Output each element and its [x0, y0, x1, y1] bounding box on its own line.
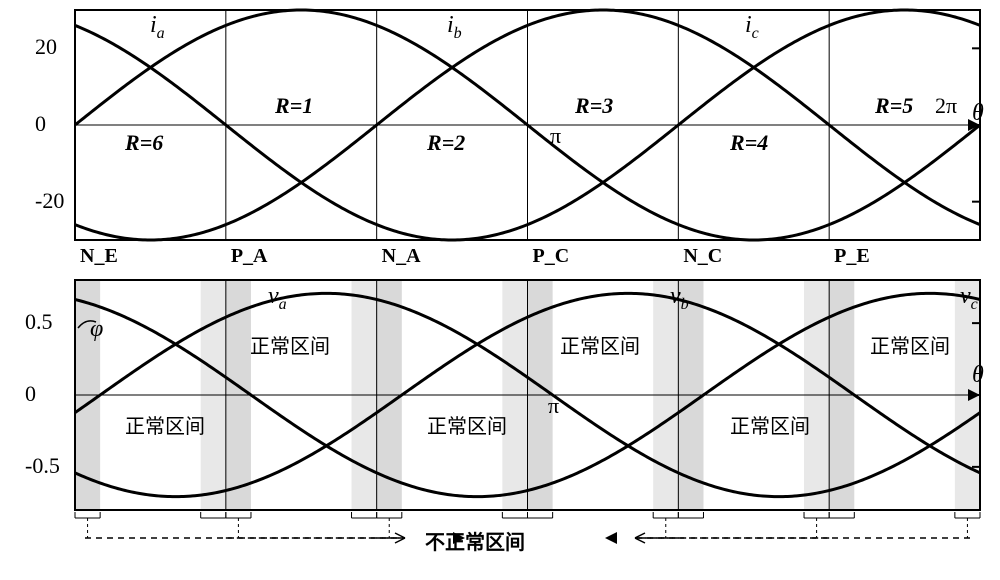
top-region-label: R=1 — [275, 93, 313, 119]
interval-label-P_A: P_A — [231, 245, 268, 268]
top-region-label: R=6 — [125, 130, 163, 156]
band-bracket — [226, 512, 251, 518]
band-bracket — [678, 512, 703, 518]
normal-label: 正常区间 — [427, 410, 507, 439]
interval-label-P_E: P_E — [834, 245, 870, 268]
bottom-wave-label: vb — [670, 283, 689, 314]
normal-label: 正常区间 — [125, 410, 205, 439]
figure-svg — [0, 0, 1000, 580]
normal-label: 正常区间 — [730, 410, 810, 439]
phi-label: φ — [90, 316, 103, 343]
top-region-label: R=2 — [427, 130, 465, 156]
band-bracket — [829, 512, 854, 518]
interval-label-N_A: N_A — [382, 245, 421, 268]
band-bracket — [377, 512, 402, 518]
normal-label: 正常区间 — [560, 330, 640, 359]
interval-label-N_E: N_E — [80, 245, 118, 268]
top-2pi: 2π — [935, 93, 957, 119]
top-wave-label: ib — [447, 12, 462, 43]
top-ytick: -20 — [35, 188, 64, 214]
interval-label-P_C: P_C — [533, 245, 570, 268]
normal-label: 正常区间 — [870, 330, 950, 359]
bottom-ytick: 0 — [25, 381, 36, 407]
top-ytick: 0 — [35, 111, 46, 137]
bottom-wave-label: vc — [960, 283, 978, 314]
abnormal-label: 不正常区间 — [425, 526, 525, 555]
bottom-ytick: -0.5 — [25, 453, 60, 479]
bottom-wave-label: va — [268, 283, 287, 314]
figure-container: -20 0 20 ia ib ic R=6 R=1 R=2 R=3 R=4 R=5 π 2π θ N_E P_A… — [0, 0, 1000, 580]
top-region-label: R=3 — [575, 93, 613, 119]
band-bracket — [75, 512, 100, 518]
top-theta: θ — [972, 100, 984, 127]
interval-label-N_C: N_C — [683, 245, 722, 268]
normal-label: 正常区间 — [250, 330, 330, 359]
top-region-label: R=4 — [730, 130, 768, 156]
bottom-pi: π — [548, 393, 559, 419]
band-bracket — [528, 512, 553, 518]
bottom-ytick: 0.5 — [25, 309, 53, 335]
top-ytick: 20 — [35, 34, 57, 60]
top-region-label: R=5 — [875, 93, 913, 119]
top-wave-label: ic — [745, 12, 759, 43]
bottom-theta: θ — [972, 362, 984, 389]
top-wave-label: ia — [150, 12, 165, 43]
top-pi: π — [550, 123, 561, 149]
